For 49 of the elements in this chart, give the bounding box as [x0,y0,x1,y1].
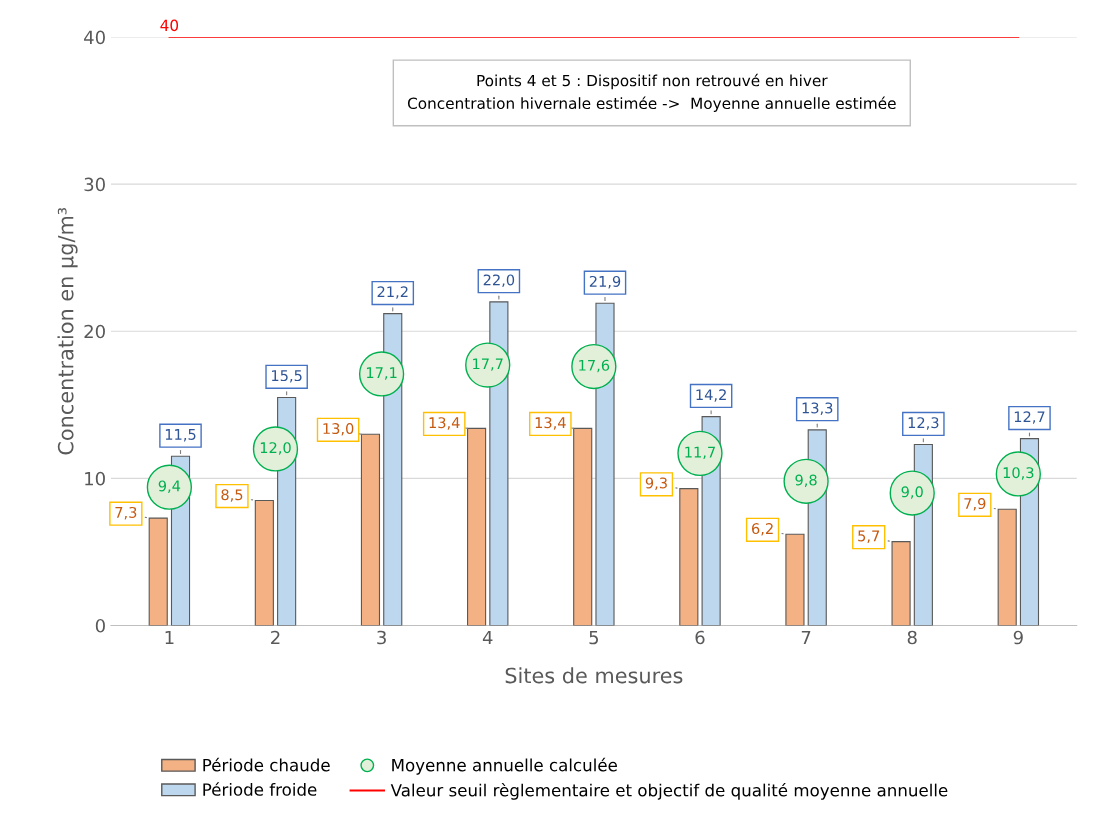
data-label: 7,9 [964,498,986,511]
data-label: 17,6 [579,359,610,373]
y-tick-label: 40 [84,30,105,45]
x-tick-label: 8 [907,630,917,645]
data-label: 9,4 [158,480,181,493]
x-tick-label: 1 [165,630,174,645]
data-label: 11,7 [685,446,715,460]
data-label: 21,9 [589,275,621,289]
data-label: 14,2 [696,389,726,402]
x-tick-label: 3 [377,630,386,645]
data-label: 22,0 [483,274,515,287]
data-label: 17,1 [366,367,397,380]
data-label: 11,5 [165,429,196,442]
y-tick-label: 20 [84,324,105,339]
legend-label: Moyenne annuelle calculée [392,757,617,775]
x-tick-label: 6 [695,630,705,645]
y-axis-title: Concentration en µg/m³ [57,207,78,455]
data-label: 6,2 [752,523,773,536]
data-label: 12,7 [1014,411,1045,424]
y-tick-label: 0 [95,618,105,633]
y-tick-label: 30 [84,177,105,192]
data-label: 7,3 [115,506,137,520]
data-label: 13,4 [535,417,566,430]
data-label: 12,3 [908,417,939,430]
legend-label: Période froide [203,782,317,796]
data-label: 9,3 [645,477,667,490]
data-label: 17,7 [473,358,503,371]
legend-label: Valeur seuil règlementaire et objectif de qualité moyenne annuelle [390,782,948,800]
data-label: 8,5 [221,489,243,502]
x-tick-label: 4 [482,630,493,645]
data-label: 13,3 [802,402,833,415]
data-label: 13,0 [323,423,354,436]
data-label: 5,7 [858,530,880,543]
data-label: 21,2 [377,286,408,299]
legend-label: Période chaude [203,757,330,772]
data-label: 10,3 [1003,467,1034,480]
data-label: 40 [160,19,179,32]
x-tick-label: 2 [271,630,280,645]
x-tick-label: 9 [1013,630,1023,645]
x-axis-title: Sites de mesures [505,667,683,684]
y-tick-label: 10 [85,471,105,486]
x-tick-label: 7 [801,630,811,645]
annotation: Points 4 et 5 : Dispositif non retrouvé en hiver Concentration hivernale estimée -> Moyenne annuelle estimée [407,73,896,112]
data-label: 12,0 [260,442,291,455]
data-label: 9,0 [901,486,923,499]
data-label: 15,5 [272,370,302,383]
data-label: 9,8 [795,474,817,488]
data-label: 13,4 [429,417,460,430]
x-tick-label: 5 [589,630,599,645]
